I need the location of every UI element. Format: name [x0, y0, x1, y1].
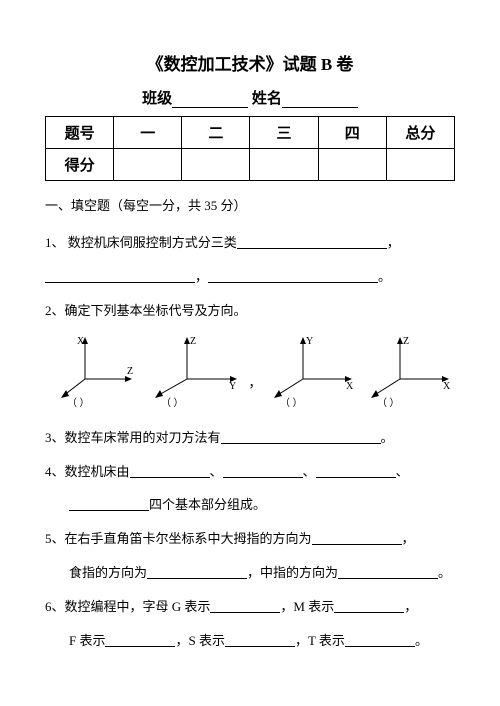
sep: 、	[303, 464, 316, 479]
td-blank	[182, 149, 250, 181]
question-3: 3、数控车床常用的对刀方法有 。	[45, 423, 455, 453]
sep: 、	[396, 464, 409, 479]
q1-text-a: 数控机床伺服控制方式分三类	[68, 235, 237, 250]
sep: 、	[210, 464, 223, 479]
q3-text: 数控车床常用的对刀方法有	[65, 430, 221, 445]
th-total: 总分	[386, 117, 454, 149]
student-info-line: 班级 姓名	[45, 87, 455, 108]
td-blank	[318, 149, 386, 181]
fill-blank	[69, 497, 149, 511]
axis-paren: （ ）	[67, 397, 90, 409]
td-score-label: 得分	[46, 149, 114, 181]
fill-blank	[334, 599, 404, 613]
fill-blank	[237, 235, 387, 249]
comma: ，	[195, 269, 208, 284]
axes-diagram-1: X Z （ ）	[55, 334, 140, 409]
fill-blank	[147, 565, 247, 579]
section-1-heading: 一、填空题（每空一分，共 35 分）	[45, 195, 455, 214]
q6-text-a: 数控编程中，字母 G 表示	[65, 599, 211, 614]
comma: ，	[404, 599, 417, 614]
name-label: 姓名	[252, 87, 282, 108]
axis-paren: （ ）	[161, 397, 184, 409]
fill-blank	[130, 464, 210, 478]
td-blank	[386, 149, 454, 181]
q5-text-c: ，中指的方向为	[247, 565, 338, 580]
axes-diagram-2: Z Y （ ）	[147, 334, 242, 409]
fill-blank	[208, 269, 378, 283]
q2-num: 2、	[45, 303, 65, 318]
q6-text-b: ，M 表示	[280, 599, 334, 614]
question-1: 1、 数控机床伺服控制方式分三类 ，	[45, 228, 455, 258]
comma: ，	[402, 531, 415, 546]
fill-blank	[338, 565, 438, 579]
q6-text-c: F 表示	[69, 633, 105, 648]
period: 。	[381, 430, 394, 445]
question-5-line2: 食指的方向为 ，中指的方向为 。	[45, 558, 455, 588]
td-blank	[114, 149, 182, 181]
fill-blank	[45, 269, 195, 283]
axis-right-label: Z	[127, 366, 133, 377]
fill-blank	[221, 430, 381, 444]
comma: ，	[387, 235, 400, 250]
axis-up-label: Z	[190, 336, 196, 347]
question-2: 2、确定下列基本坐标代号及方向。	[45, 296, 455, 326]
q1-num: 1、	[45, 235, 65, 250]
coordinate-axes-row: X Z （ ） Z Y （ ） ， Y X （ ） Z X	[55, 334, 455, 409]
q5-text-a: 在右手直角笛卡尔坐标系中大拇指的方向为	[65, 531, 312, 546]
fill-blank	[210, 599, 280, 613]
axis-right-label: Y	[229, 381, 236, 392]
q4-text-b: 四个基本部分组成。	[149, 497, 266, 512]
class-label: 班级	[142, 87, 172, 108]
axes-diagram-3: Y X （ ）	[268, 334, 358, 409]
axes-comma: ，	[248, 372, 261, 391]
table-row: 得分	[46, 149, 455, 181]
question-5: 5、在右手直角笛卡尔坐标系中大拇指的方向为 ，	[45, 524, 455, 554]
page-title: 《数控加工技术》试题 B 卷	[45, 50, 455, 75]
axis-right-label: X	[443, 381, 451, 392]
period: 。	[415, 633, 428, 648]
fill-blank	[345, 633, 415, 647]
td-blank	[250, 149, 318, 181]
question-6-line2: F 表示 ，S 表示 ，T 表示 。	[45, 626, 455, 656]
th-4: 四	[318, 117, 386, 149]
th-3: 三	[250, 117, 318, 149]
q4-text-a: 数控机床由	[65, 464, 130, 479]
axis-paren: （ ）	[377, 397, 400, 409]
class-blank	[172, 93, 248, 108]
fill-blank	[312, 531, 402, 545]
axis-right-label: X	[346, 381, 354, 392]
q5-text-b: 食指的方向为	[69, 565, 147, 580]
fill-blank	[225, 633, 295, 647]
fill-blank	[223, 464, 303, 478]
fill-blank	[105, 633, 175, 647]
name-blank	[282, 93, 358, 108]
q2-text: 确定下列基本坐标代号及方向。	[65, 303, 247, 318]
score-table: 题号 一 二 三 四 总分 得分	[45, 116, 455, 181]
fill-blank	[316, 464, 396, 478]
question-1-line2: ，。	[45, 262, 455, 292]
th-num: 题号	[46, 117, 114, 149]
axis-paren: （ ）	[280, 397, 303, 409]
q6-text-e: ，T 表示	[295, 633, 345, 648]
q6-text-d: ，S 表示	[175, 633, 224, 648]
axis-up-label: X	[77, 336, 85, 347]
period: 。	[378, 269, 391, 284]
question-6: 6、数控编程中，字母 G 表示 ，M 表示 ，	[45, 592, 455, 622]
q3-num: 3、	[45, 430, 65, 445]
axes-diagram-4: Z X （ ）	[365, 334, 455, 409]
q5-num: 5、	[45, 531, 65, 546]
th-1: 一	[114, 117, 182, 149]
axis-up-label: Z	[403, 336, 409, 347]
q6-num: 6、	[45, 599, 65, 614]
table-row: 题号 一 二 三 四 总分	[46, 117, 455, 149]
axis-up-label: Y	[306, 336, 313, 347]
question-4: 4、数控机床由 、 、 、	[45, 457, 455, 487]
period: 。	[438, 565, 451, 580]
th-2: 二	[182, 117, 250, 149]
question-4-line2: 四个基本部分组成。	[45, 490, 455, 520]
q4-num: 4、	[45, 464, 65, 479]
